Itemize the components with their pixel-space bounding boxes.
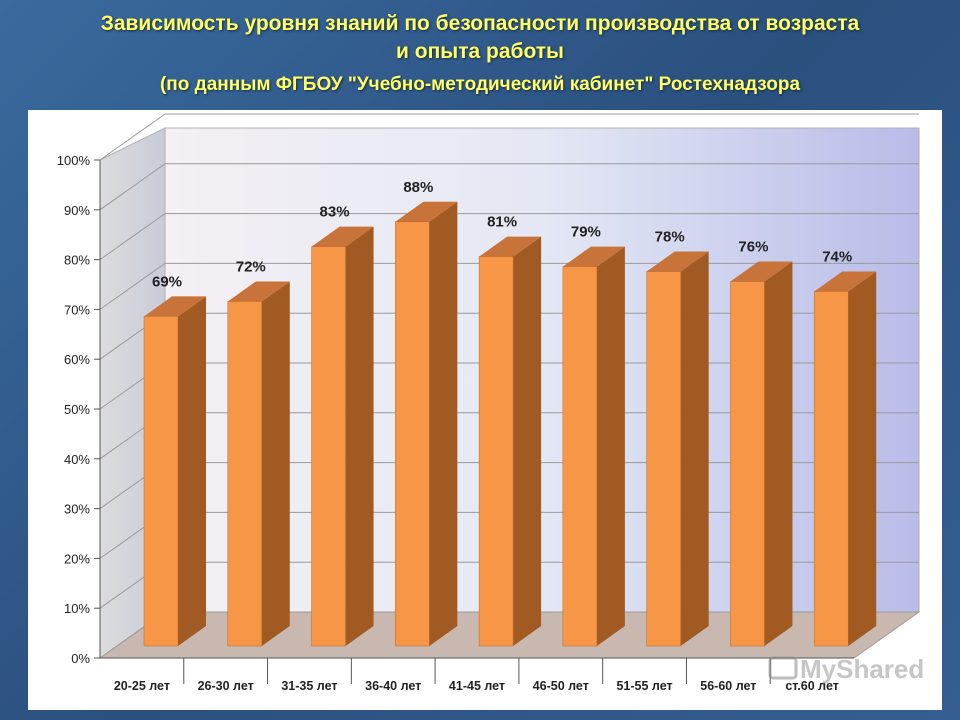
gridline-side (99, 262, 166, 310)
bar-side (429, 201, 458, 646)
bar-top (479, 236, 542, 257)
bar (395, 201, 458, 647)
y-tick-label: 30% (64, 502, 90, 517)
x-tick-label: 36-40 лет (365, 679, 421, 693)
bar-side (596, 246, 625, 646)
y-tick-label: 80% (64, 253, 90, 268)
data-label: 76% (738, 239, 768, 256)
bar (478, 236, 542, 647)
bar-side (848, 271, 877, 646)
bar (646, 251, 709, 647)
chart-subtitle: (по данным ФГБОУ "Учебно-методический ка… (159, 74, 801, 95)
bar-front (395, 221, 430, 647)
bar-top (395, 201, 458, 222)
bar-front (227, 301, 263, 647)
x-tick-label: ст.60 лет (785, 679, 839, 693)
gridline-side (99, 163, 166, 211)
bar (730, 261, 793, 647)
bar-side (680, 251, 709, 646)
watermark-text: MyShared (800, 654, 924, 684)
watermark-icon (768, 656, 798, 680)
x-tick-label: 56-60 лет (700, 679, 756, 693)
bar-front (311, 246, 346, 647)
y-tick-label: 90% (64, 203, 90, 218)
bar-top (227, 281, 290, 302)
bar (227, 281, 290, 647)
bar-top (562, 246, 625, 267)
bar-side (513, 236, 542, 646)
data-label: 81% (487, 214, 517, 231)
bar-side (764, 261, 793, 646)
x-tick-label: 41-45 лет (449, 679, 505, 693)
bar-front (143, 316, 179, 647)
bar (311, 226, 374, 647)
y-tick-label: 70% (64, 302, 90, 317)
chart-title-line1: Зависимость уровня знаний по безопасност… (100, 12, 860, 35)
bar-top (144, 296, 206, 317)
y-tick-label: 10% (64, 601, 90, 616)
bar-chart: 0% 10% 20% 30% 40% 50% 60% 70% 80% 90% 100% 69% 72%… (57, 113, 924, 693)
x-tick-label: 20-25 лет (114, 679, 170, 693)
y-tick-label: 50% (64, 402, 90, 417)
bar-front (478, 256, 514, 647)
bar-top (311, 226, 374, 247)
x-tick-label: 31-35 лет (281, 679, 337, 693)
gridline-side (99, 213, 166, 261)
data-label: 74% (822, 248, 852, 265)
bar-top (730, 261, 793, 282)
chart-panel: 0% 10% 20% 30% 40% 50% 60% 70% 80% 90% 100% 69% 72%… (28, 110, 942, 710)
bar (562, 246, 625, 647)
y-tick-label: 60% (64, 352, 90, 367)
myshared-watermark: MyShared (768, 654, 924, 684)
x-tick-label: 51-55 лет (616, 679, 672, 693)
bar (143, 296, 206, 647)
x-tick-label: 26-30 лет (198, 679, 254, 693)
chart-title-line2: и опыта работы (396, 40, 564, 63)
data-label: 72% (236, 258, 266, 275)
y-tick-label: 20% (64, 551, 90, 566)
bar-side (178, 296, 206, 646)
data-label: 69% (152, 273, 182, 290)
bar-side (261, 281, 290, 646)
data-label: 78% (655, 229, 685, 246)
bar-front (813, 291, 849, 647)
bar-top (814, 271, 877, 292)
bar-front (730, 281, 765, 647)
y-tick-label: 0% (71, 651, 90, 666)
bar-front (646, 271, 681, 647)
y-tick-label: 40% (64, 452, 90, 467)
bar-top (646, 251, 709, 272)
y-tick-label: 100% (57, 153, 91, 168)
bar-side (345, 226, 374, 646)
data-label: 88% (403, 179, 433, 196)
data-label: 83% (320, 204, 350, 221)
x-tick-label: 46-50 лет (533, 679, 589, 693)
data-label: 79% (571, 224, 601, 241)
bar (813, 271, 877, 647)
bar-front (562, 266, 598, 647)
gridline-side (99, 113, 166, 161)
